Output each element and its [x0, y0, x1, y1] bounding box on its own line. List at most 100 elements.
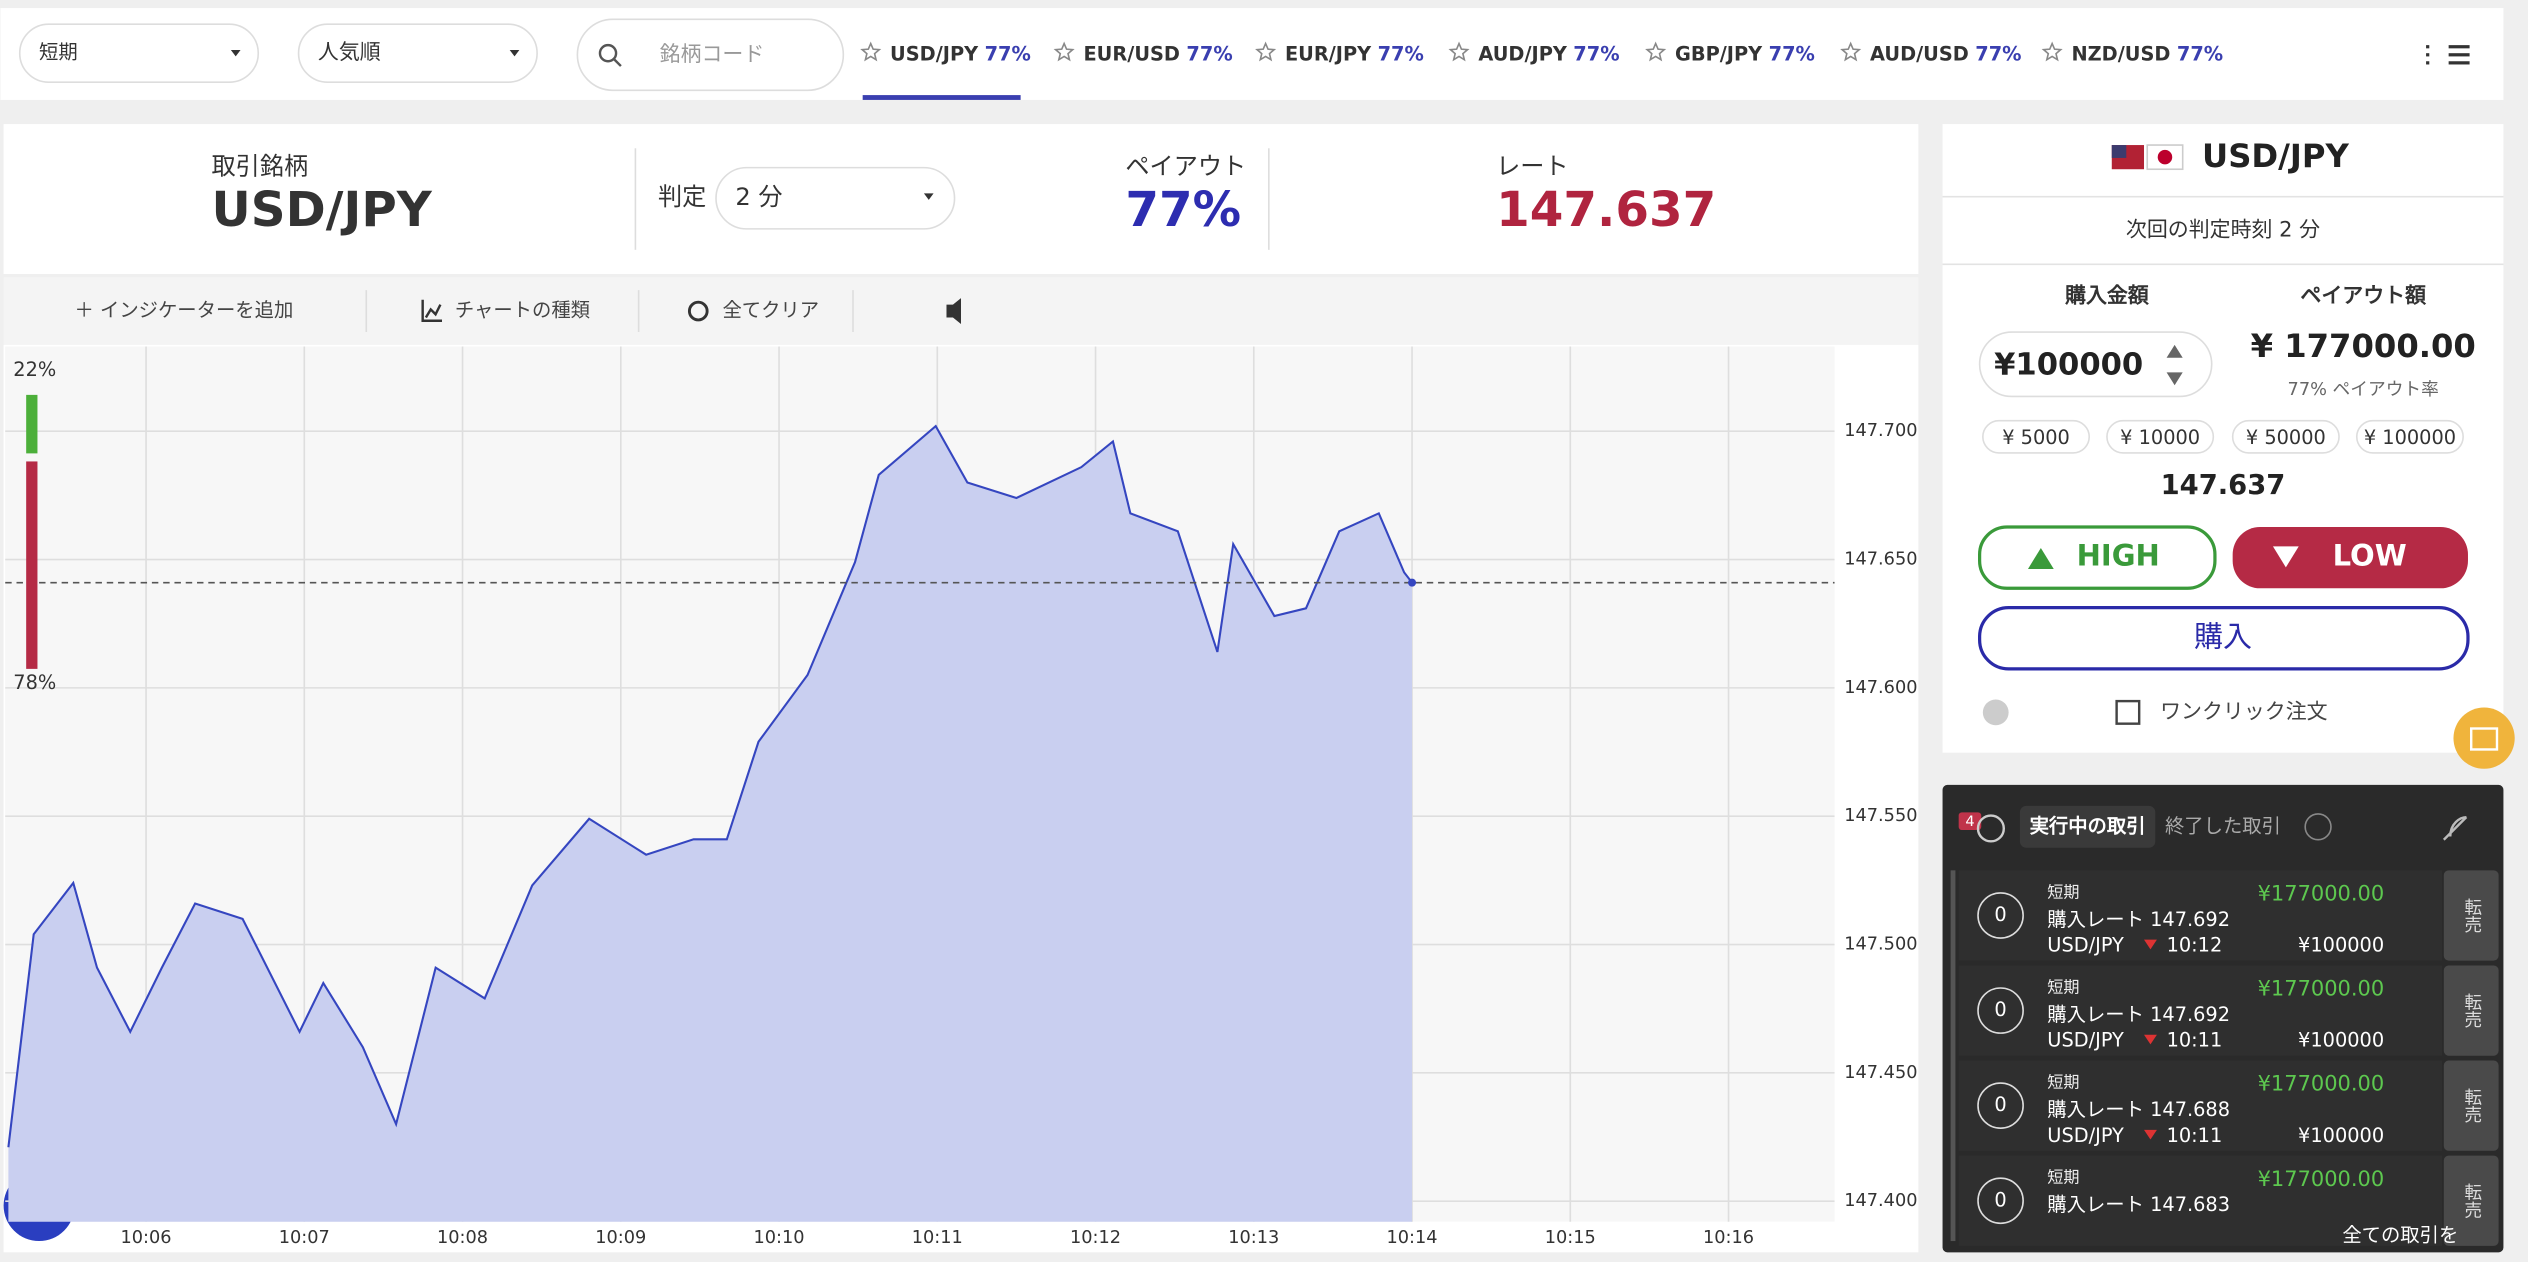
- term-select[interactable]: [18, 23, 260, 84]
- flag-us: [2111, 145, 2127, 158]
- trade-time: 10:11: [2167, 1029, 2223, 1052]
- payout: 77%: [1125, 182, 1241, 238]
- tab-pair[interactable]: AUD/JPY: [1478, 42, 1568, 65]
- badge: [1958, 812, 1982, 831]
- resell-button[interactable]: [2443, 965, 2499, 1056]
- one-click-checkbox[interactable]: [2115, 699, 2141, 725]
- tool[interactable]: 全てクリア: [722, 299, 819, 322]
- trade-amount: ¥100000: [2298, 934, 2384, 957]
- trade-count-ring: [1977, 1082, 2024, 1130]
- trade-term: 短期: [2047, 978, 2079, 997]
- buy-button[interactable]: [1978, 606, 2470, 671]
- trade-pair: USD/JPY: [2047, 1124, 2124, 1147]
- high-icon: [2027, 547, 2054, 569]
- quick-amount[interactable]: [2106, 419, 2215, 454]
- y-tick-label: 147.400: [1844, 1191, 1917, 1211]
- y-tick-label: 147.550: [1844, 806, 1917, 826]
- trade-rate: 購入レート 147.688: [2047, 1098, 2230, 1121]
- price-line: [7, 424, 1413, 1148]
- search-box[interactable]: [576, 18, 845, 92]
- quick-amount-label: ¥ 100000: [2364, 426, 2456, 449]
- tab-active-bg[interactable]: [2019, 805, 2156, 848]
- trade-rate: 購入レート 147.692: [2047, 908, 2230, 931]
- tab-star: [860, 41, 882, 62]
- trade-pair: USD/JPY: [2047, 934, 2124, 957]
- trade-rate: 購入レート 147.692: [2047, 1003, 2230, 1026]
- y-tick-label: 147.500: [1844, 935, 1917, 955]
- tab-underline: [862, 95, 1021, 100]
- trade-direction: [2144, 939, 2157, 950]
- label: 人気順: [318, 40, 381, 64]
- low-label: LOW: [2333, 539, 2407, 573]
- tab-payout: 77%: [2177, 42, 2223, 65]
- trade-direction: [2144, 1034, 2157, 1045]
- trade-amount: ¥100000: [2298, 1124, 2384, 1147]
- resell-button[interactable]: [2443, 870, 2499, 961]
- amount: ¥100000: [1994, 347, 2143, 382]
- label: 判定: [658, 183, 706, 211]
- tab[interactable]: 終了した取引: [2165, 814, 2281, 837]
- menu-icon[interactable]: [2426, 45, 2470, 65]
- quick-amount-label: ¥ 5000: [2002, 426, 2070, 449]
- y-tick-label: 147.600: [1844, 678, 1917, 698]
- label: 2 分: [735, 183, 782, 211]
- quick-amount[interactable]: [2355, 419, 2464, 454]
- tab-pair[interactable]: EUR/JPY: [1285, 42, 1372, 65]
- x-tick-label: 10:13: [1228, 1228, 1279, 1248]
- tab-star: [1255, 41, 1277, 62]
- trade-payout: ¥177000.00: [2258, 1167, 2385, 1191]
- chart-type-icon: [421, 299, 443, 322]
- quick-amount[interactable]: [2231, 419, 2340, 454]
- trade-row: [1958, 965, 2443, 1056]
- sort-select[interactable]: [297, 23, 538, 84]
- resell-button[interactable]: [2443, 1155, 2499, 1246]
- share-icon[interactable]: [2304, 813, 2332, 841]
- tab-payout: 77%: [1975, 42, 2021, 65]
- judge-select[interactable]: [715, 166, 956, 230]
- label: 銘柄コード: [660, 42, 765, 66]
- sound-icon[interactable]: [946, 298, 961, 324]
- high-button[interactable]: [1978, 525, 2217, 590]
- tab-payout: 77%: [985, 42, 1031, 65]
- tab: 実行中の取引: [2030, 814, 2146, 837]
- label: ワンクリック注文: [2160, 699, 2328, 723]
- tab-pair[interactable]: NZD/USD: [2071, 42, 2170, 65]
- search-icon: [613, 58, 622, 67]
- label: 取引銘柄: [212, 153, 309, 181]
- trade-amount: ¥100000: [2298, 1029, 2384, 1052]
- refresh-icon: [1976, 814, 2006, 843]
- rate: 147.637: [2161, 470, 2286, 501]
- tool[interactable]: ＋ インジケーターを追加: [75, 299, 294, 322]
- gift-button[interactable]: [2453, 707, 2515, 769]
- tab-pair[interactable]: EUR/USD: [1083, 42, 1180, 65]
- badge-count: 4: [1965, 814, 1974, 830]
- tool[interactable]: チャートの種類: [455, 299, 590, 322]
- resell-label: 転売: [2461, 992, 2482, 1028]
- sentiment-bar: [26, 461, 38, 669]
- tab-pair[interactable]: GBP/JPY: [1675, 42, 1763, 65]
- resell-button[interactable]: [2443, 1060, 2499, 1151]
- trade-term: 短期: [2047, 1168, 2079, 1187]
- x-tick-label: 10:11: [912, 1228, 963, 1248]
- trade-count-ring: [1977, 1177, 2024, 1225]
- low-button[interactable]: [2232, 527, 2468, 589]
- trade-row: [1958, 1155, 2443, 1246]
- pair: USD/JPY: [2202, 137, 2349, 175]
- tab-payout: 77%: [1186, 42, 1232, 65]
- tab-pair[interactable]: AUD/USD: [1870, 42, 1969, 65]
- trade-term: 短期: [2047, 1073, 2079, 1092]
- quick-amount[interactable]: [1982, 419, 2091, 454]
- tab-pair[interactable]: USD/JPY: [890, 42, 979, 65]
- area-fill: [8, 426, 1413, 1222]
- amount-stepper[interactable]: [2166, 344, 2183, 386]
- settings-icon[interactable]: [2442, 815, 2468, 841]
- quick-amount-label: ¥ 50000: [2246, 426, 2326, 449]
- trade-row: [1958, 1060, 2443, 1151]
- help-icon[interactable]: [1982, 699, 2009, 726]
- all-trades-link[interactable]: 全ての取引を: [2342, 1224, 2458, 1247]
- tab-payout: 77%: [1769, 42, 1815, 65]
- header-panel: [3, 124, 1919, 274]
- amount-input[interactable]: [1978, 331, 2213, 398]
